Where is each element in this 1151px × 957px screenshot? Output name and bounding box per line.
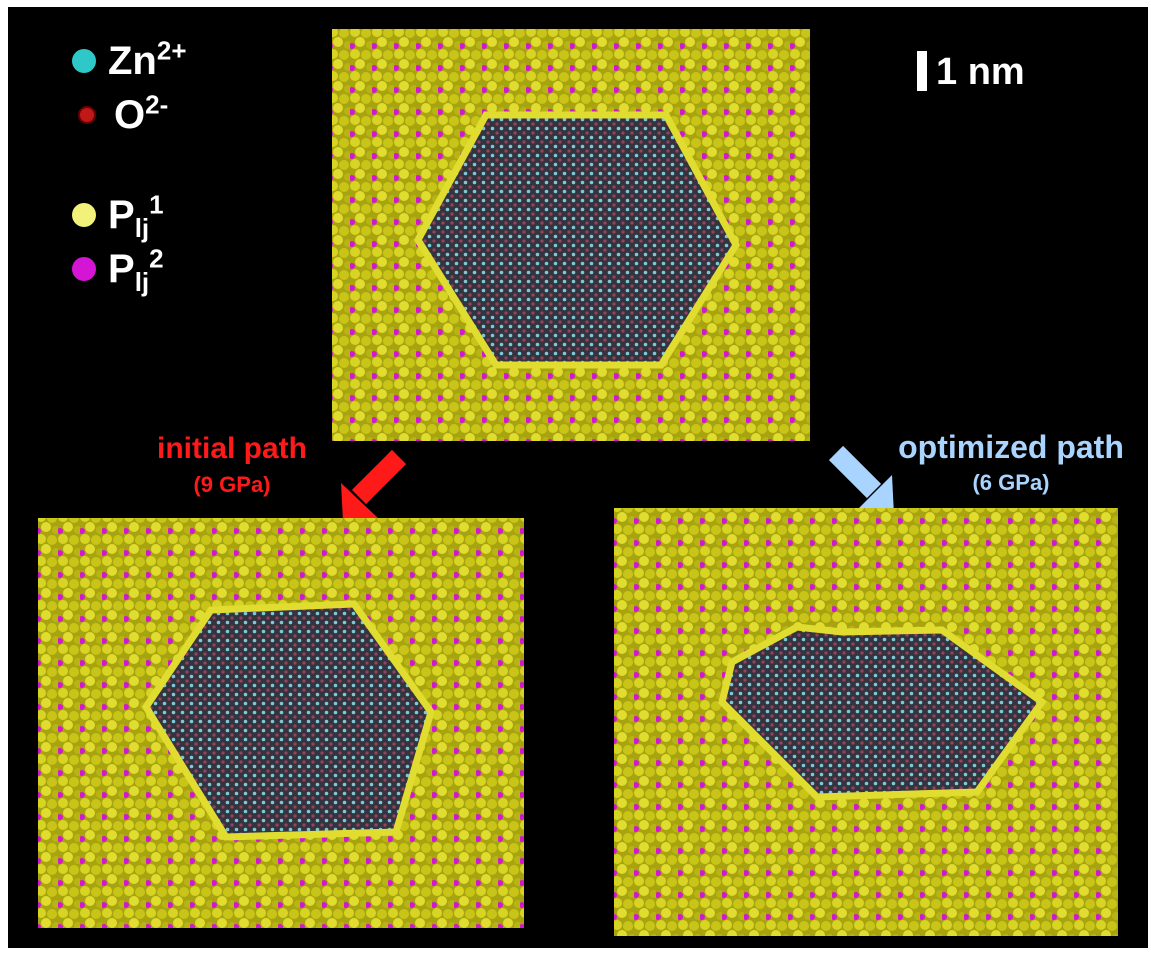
zn-marker-icon	[72, 49, 96, 73]
optimized-path-title: optimized path	[898, 429, 1124, 465]
plj1-marker-icon	[72, 203, 96, 227]
nanocrystal-top-image	[332, 29, 810, 441]
simulation-panel-optimized	[612, 502, 1122, 942]
legend-item-plj2: Plj2	[72, 243, 164, 297]
optimized-path-arrow-icon	[828, 445, 894, 515]
scale-bar-label: 1 nm	[936, 51, 1025, 93]
initial-path-arrow-icon	[341, 449, 407, 521]
figure-frame: Zn2+ O2- Plj1 Plj2 1 nm	[8, 7, 1148, 948]
simulation-panel-initial	[36, 512, 526, 932]
legend-item-plj1: Plj1	[72, 189, 164, 243]
scale-bar	[917, 51, 927, 91]
initial-path-pressure: (9 GPa)	[193, 472, 271, 497]
simulation-panel-top	[328, 27, 813, 445]
legend-label-o: O2-	[114, 89, 169, 137]
o-marker-icon	[78, 106, 96, 124]
legend-label-zn: Zn2+	[108, 35, 187, 83]
nanocrystal-optimized-image	[614, 508, 1118, 936]
legend-item-o: O2-	[78, 89, 169, 137]
plj2-marker-icon	[72, 257, 96, 281]
nanocrystal-initial-image	[38, 518, 524, 928]
legend-item-zn: Zn2+	[72, 35, 187, 83]
legend-label-plj2: Plj2	[108, 243, 164, 297]
legend-label-plj1: Plj1	[108, 189, 164, 243]
optimized-path-pressure: (6 GPa)	[972, 470, 1050, 495]
initial-path-title: initial path	[157, 432, 307, 465]
